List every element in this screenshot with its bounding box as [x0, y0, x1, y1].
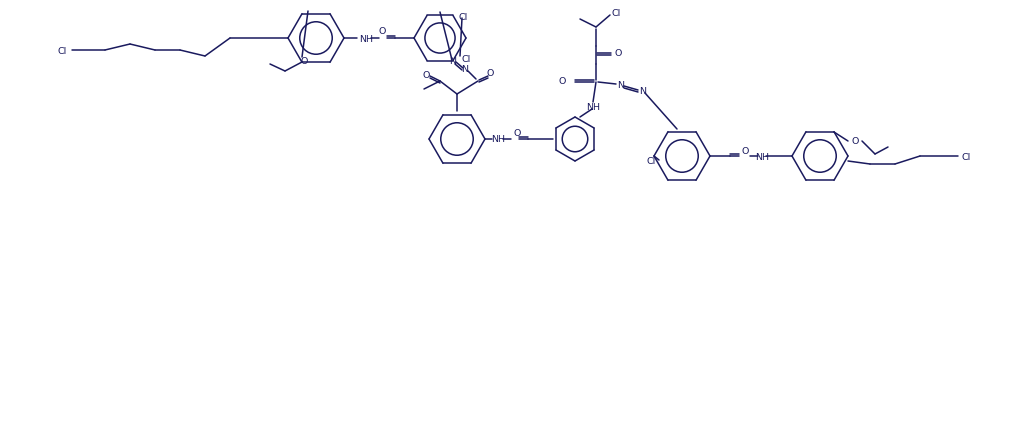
- Text: N: N: [461, 66, 468, 74]
- Text: Cl: Cl: [58, 46, 67, 56]
- Text: O: O: [559, 76, 566, 85]
- Text: O: O: [851, 137, 858, 146]
- Text: Cl: Cl: [646, 156, 655, 165]
- Text: N: N: [639, 87, 646, 96]
- Text: Cl: Cl: [458, 13, 467, 21]
- Text: O: O: [422, 70, 430, 79]
- Text: NH: NH: [359, 34, 372, 43]
- Text: O: O: [741, 146, 749, 155]
- Text: Cl: Cl: [961, 152, 970, 161]
- Text: O: O: [300, 57, 308, 66]
- Text: O: O: [513, 129, 521, 138]
- Text: NH: NH: [586, 102, 600, 111]
- Text: O: O: [614, 48, 622, 57]
- Text: N: N: [617, 80, 625, 89]
- Text: Cl: Cl: [611, 9, 620, 17]
- Text: O: O: [487, 69, 494, 78]
- Text: O: O: [379, 26, 386, 36]
- Text: NH: NH: [755, 152, 769, 161]
- Text: N: N: [450, 56, 457, 66]
- Text: NH: NH: [491, 135, 505, 144]
- Text: Cl: Cl: [461, 56, 470, 64]
